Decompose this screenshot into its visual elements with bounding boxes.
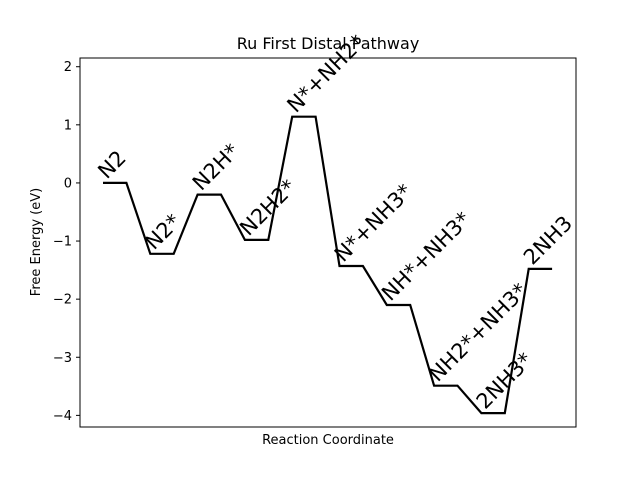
- x-axis-label: Reaction Coordinate: [262, 433, 394, 448]
- state-label: 2NH3: [519, 211, 577, 269]
- y-axis-ticks: 2 1 0 −1 −2 −3 −4: [53, 60, 80, 424]
- plot-area: [79, 57, 577, 428]
- y-tick-label: 1: [64, 118, 72, 133]
- y-tick-label: −3: [53, 351, 72, 366]
- state-label: N*+NH3*: [330, 179, 417, 266]
- y-tick-label: 0: [64, 176, 72, 191]
- state-label: N2: [93, 146, 131, 184]
- state-label: N2H*: [188, 139, 244, 195]
- y-tick-label: −4: [53, 409, 72, 424]
- state-label: N2H2*: [235, 175, 301, 241]
- state-labels: N2N2*N2H*N2H2*N*+NH2*N*+NH3*NH*+NH3*NH2*…: [93, 30, 577, 413]
- energy-pathway: [103, 115, 553, 415]
- state-label: NH*+NH3*: [377, 207, 475, 305]
- plot-frame: [79, 57, 577, 428]
- y-tick-label: 2: [64, 60, 72, 75]
- y-axis-label: Free Energy (eV): [29, 188, 44, 296]
- energy-path-line: [103, 115, 553, 415]
- chart-title: Ru First Distal Pathway: [237, 34, 420, 53]
- y-tick-label: −1: [53, 235, 72, 250]
- state-label: 2NH3*: [472, 348, 538, 414]
- y-tick-label: −2: [53, 293, 72, 308]
